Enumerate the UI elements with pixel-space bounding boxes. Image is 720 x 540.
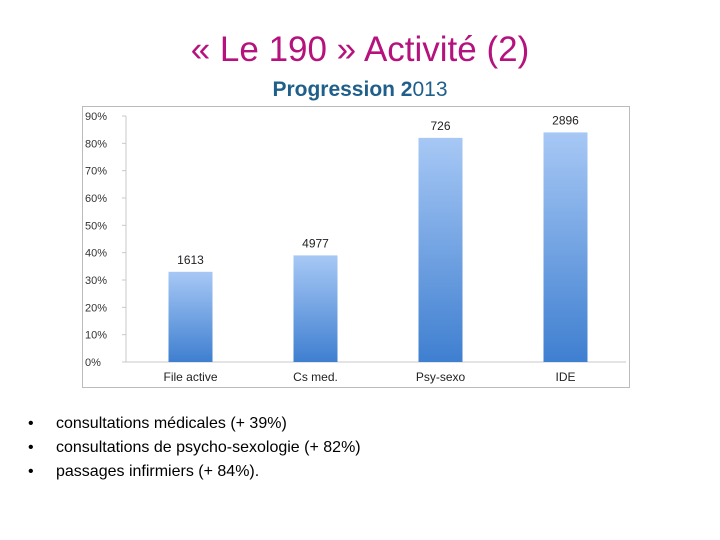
bar-chart-svg: 0% 10% 20% 30% 40% 50% 60% 70% 80% 90% 1613 File ac… [82, 106, 630, 388]
bullet-item: • passages infirmiers (+ 84%). [28, 460, 361, 484]
bar-2 [293, 255, 338, 362]
y-tick-label: 70% [85, 166, 107, 178]
y-tick-label: 0% [85, 357, 101, 369]
y-tick-label: 40% [85, 248, 107, 260]
category-label: Psy-sexo [416, 370, 466, 384]
subtitle-rest-part: 013 [412, 78, 448, 101]
y-tick-label: 20% [85, 302, 107, 314]
y-tick-label: 30% [85, 275, 107, 287]
data-label: 2896 [552, 113, 579, 127]
y-tick-label: 80% [85, 138, 107, 150]
data-label: 1613 [177, 253, 204, 267]
y-tick-label: 60% [85, 193, 107, 205]
bullet-marker: • [28, 415, 34, 432]
y-tick-label: 10% [85, 330, 107, 342]
slide-title: « Le 190 » Activité (2) [190, 30, 530, 69]
bullet-item: • consultations de psycho-sexologie (+ 82… [28, 436, 361, 460]
data-label: 4977 [302, 236, 329, 250]
subtitle-bold-part: Progression 2 [272, 78, 413, 101]
bar-chart: 0% 10% 20% 30% 40% 50% 60% 70% 80% 90% 1613 File ac… [82, 106, 630, 388]
bar-1 [168, 271, 213, 362]
bullet-item: • consultations médicales (+ 39%) [28, 412, 361, 436]
category-label: File active [163, 370, 217, 384]
y-tick-label: 90% [85, 111, 107, 123]
slide-subtitle: Progression 2013 [0, 78, 720, 102]
bar-3 [418, 137, 463, 362]
bullet-text: consultations de psycho-sexologie (+ 82%… [56, 439, 361, 456]
data-label: 726 [430, 119, 450, 133]
category-label: IDE [555, 370, 575, 384]
bullet-text: consultations médicales (+ 39%) [56, 415, 287, 432]
bullet-text: passages infirmiers (+ 84%). [56, 463, 260, 480]
category-label: Cs med. [293, 370, 338, 384]
bullet-marker: • [28, 463, 34, 480]
y-tick-label: 50% [85, 220, 107, 232]
bar-4 [543, 132, 588, 362]
bullet-list: • consultations médicales (+ 39%) • consul… [28, 412, 361, 484]
bullet-marker: • [28, 439, 34, 456]
